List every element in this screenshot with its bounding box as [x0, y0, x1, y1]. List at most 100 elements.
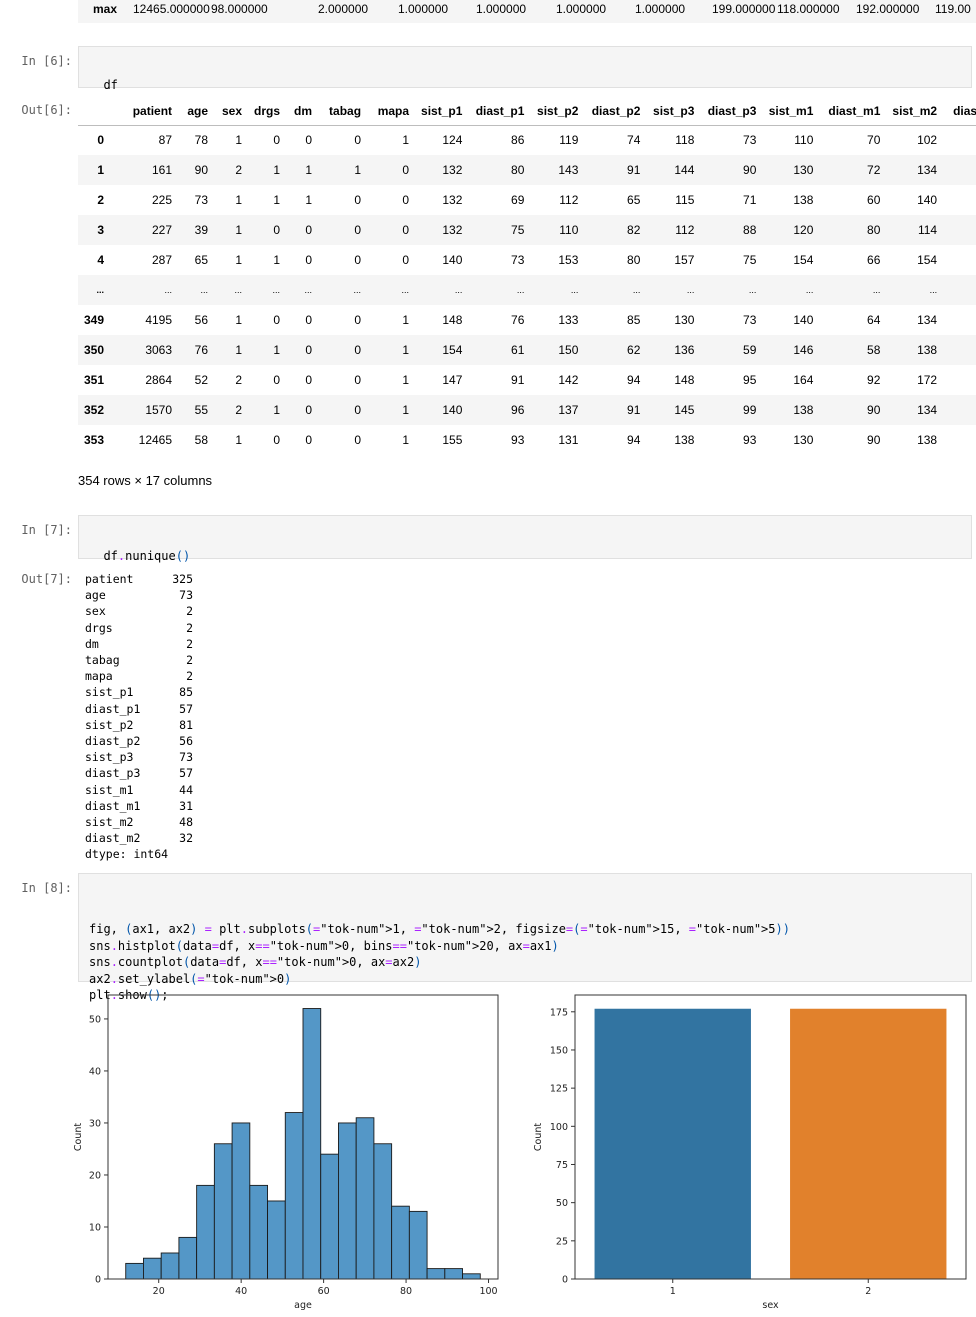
- count-bar-1: [594, 1008, 751, 1279]
- table-cell: 0: [354, 343, 362, 357]
- svg-text:20: 20: [153, 1286, 165, 1297]
- series-row: sist_p3 73: [85, 749, 193, 765]
- table-cell: 76: [194, 343, 209, 357]
- table-cell: 73: [194, 193, 209, 207]
- series-key: mapa: [85, 669, 113, 684]
- table-cell: 1: [354, 163, 362, 177]
- column-header-sist_p2: sist_p2: [530, 98, 585, 126]
- dataframe-shape: 354 rows × 17 columns: [78, 473, 213, 488]
- table-cell: [943, 335, 976, 365]
- table-cell: 2: [235, 373, 243, 387]
- table-cell: 1: [235, 133, 243, 148]
- svg-text:25: 25: [556, 1236, 568, 1247]
- table-cell: 164: [793, 373, 814, 387]
- table-cell: 118: [675, 133, 695, 148]
- series-value: 56: [179, 734, 193, 749]
- series-row: patient 325: [85, 571, 193, 587]
- column-header-diast_p1: diast_p1: [468, 98, 531, 126]
- table-cell: 55: [194, 403, 209, 417]
- table-cell: 74: [627, 133, 641, 148]
- sex-countplot: 1 2 0 25 50 75 100 125 150 175 sex Count: [520, 990, 976, 1317]
- table-cell: [943, 305, 976, 335]
- series-value: 73: [179, 750, 193, 765]
- table-cell: 56: [194, 313, 209, 327]
- table-cell: 60: [867, 193, 881, 207]
- table-cell: 132: [442, 193, 463, 207]
- code-cell-7[interactable]: df.nunique(): [78, 515, 972, 563]
- histogram-bar: [125, 1262, 144, 1280]
- histogram-bar: [373, 1143, 393, 1280]
- svg-text:2: 2: [865, 1286, 871, 1297]
- table-cell: 39: [194, 223, 209, 237]
- table-cell: 90: [867, 433, 881, 447]
- max-value: 2.000000: [318, 2, 369, 16]
- series-key: diast_p3: [85, 766, 141, 781]
- table-cell: 138: [674, 433, 695, 447]
- table-cell: 0: [305, 133, 313, 148]
- table-row: ........................................…: [78, 275, 976, 305]
- code-line: sns.countplot(data=df, x=="tok-num">0, a…: [89, 955, 422, 969]
- histogram-bar: [143, 1257, 162, 1280]
- table-cell: 62: [627, 343, 641, 357]
- table-cell: 0: [305, 343, 313, 357]
- table-cell: 150: [558, 343, 579, 357]
- table-cell: ...: [353, 285, 362, 295]
- table-cell: 64: [867, 313, 881, 327]
- series-value: 73: [179, 588, 193, 603]
- series-key: sist_m2: [85, 815, 134, 830]
- table-cell: 52: [194, 373, 209, 387]
- series-value: 57: [179, 701, 193, 716]
- table-cell: 130: [793, 163, 814, 177]
- series-value: 2: [186, 669, 193, 684]
- max-value: 119.00: [935, 2, 971, 16]
- table-cell: 65: [627, 193, 641, 207]
- table-row: 351 2864 52 2 0 0 0 1 147 91 142 94 148 95 164 92 172: [78, 365, 976, 395]
- out-prompt-6: Out[6]:: [21, 103, 72, 117]
- describe-max-row: max 12465.000000 98.000000 2.000000 1.00000…: [78, 0, 976, 23]
- table-cell: 114: [917, 223, 938, 237]
- table-cell: 0: [354, 253, 362, 267]
- table-cell: 1: [305, 193, 313, 207]
- table-cell: 145: [674, 403, 695, 417]
- max-value: 1.000000: [635, 2, 686, 16]
- table-cell: 1: [402, 133, 410, 148]
- series-key: sist_p3: [85, 750, 134, 765]
- table-cell: 0: [305, 373, 313, 387]
- code-cell-8[interactable]: fig, (ax1, ax2) = plt.subplots(="tok-num…: [78, 873, 972, 1002]
- table-cell: 153: [558, 253, 579, 267]
- table-row: 349 4195 56 1 0 0 0 1 148 76 133 85 130 73 140 64 134: [78, 305, 976, 335]
- table-cell: 0: [354, 373, 362, 387]
- table-cell: ...: [872, 285, 881, 295]
- series-row: diast_m2 32: [85, 830, 193, 846]
- max-value: 192.000000: [856, 2, 920, 16]
- code-line: fig, (ax1, ax2) = plt.subplots(="tok-num…: [89, 922, 790, 936]
- column-header-tabag: tabag: [318, 98, 368, 126]
- max-value: 199.000000: [712, 2, 776, 16]
- table-cell: 110: [794, 133, 814, 148]
- table-cell: 136: [674, 343, 695, 357]
- svg-text:10: 10: [89, 1222, 101, 1233]
- table-cell: 1: [402, 343, 410, 357]
- table-cell: [943, 425, 976, 455]
- max-value: 1.000000: [556, 2, 607, 16]
- table-cell: 225: [152, 193, 173, 207]
- histogram-bar: [426, 1268, 446, 1280]
- svg-text:50: 50: [556, 1198, 568, 1209]
- histogram-bar: [178, 1236, 198, 1280]
- table-cell: 0: [354, 223, 362, 237]
- table-cell: 1: [402, 403, 410, 417]
- table-cell: 0: [402, 163, 410, 177]
- table-cell: 95: [743, 373, 757, 387]
- table-cell: 0: [354, 433, 362, 447]
- series-row: sist_p1 85: [85, 684, 193, 700]
- code-cell-6[interactable]: df: [78, 46, 972, 92]
- table-cell: 1: [235, 223, 243, 237]
- table-cell: 154: [917, 253, 938, 267]
- in-prompt-7: In [7]:: [21, 523, 72, 537]
- histogram-bar: [231, 1122, 251, 1280]
- table-cell: 102: [917, 133, 938, 148]
- table-cell: 146: [793, 343, 814, 357]
- table-cell: 134: [917, 313, 938, 327]
- table-cell: 227: [152, 223, 173, 237]
- table-cell: ...: [200, 285, 209, 295]
